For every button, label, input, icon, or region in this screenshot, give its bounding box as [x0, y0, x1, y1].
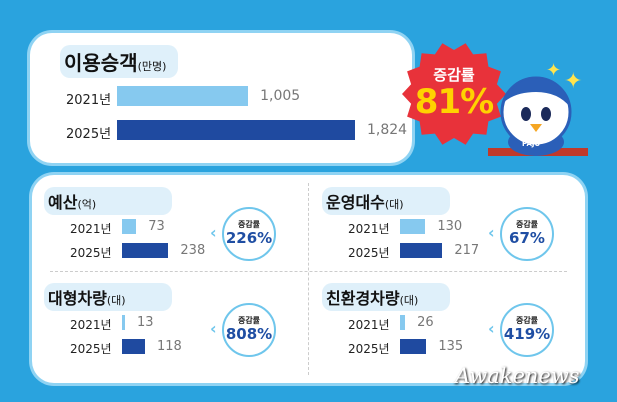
value-label: 1,005	[260, 88, 301, 104]
shirt-text: PAJU	[522, 140, 541, 148]
bar-0	[122, 315, 125, 330]
bar-1	[117, 120, 355, 140]
rate-value: 808%	[225, 325, 273, 343]
year-label: 2025년	[70, 342, 112, 356]
value-label: 1,824	[367, 122, 408, 138]
bar-1	[122, 243, 169, 258]
badge-value: 81%	[414, 82, 494, 122]
chevron-left-icon: ‹	[488, 223, 495, 242]
rate-label: 증감률	[237, 220, 261, 229]
bar-1	[122, 339, 145, 354]
title-text: 대형차량	[48, 289, 107, 308]
chevron-left-icon: ‹	[210, 319, 217, 338]
passengers-title: 이용승객(만명)	[60, 45, 179, 78]
stats-card: 예산(억) 2021년 73 2025년 238 ‹ 증감률 226% 운영대수(대) 2021년…	[32, 175, 585, 383]
unit-text: (억)	[77, 198, 97, 211]
rate-label: 증감률	[515, 220, 539, 229]
year-label: 2021년	[348, 222, 390, 236]
rate-value: 419%	[503, 325, 551, 343]
value-label: 13	[137, 315, 154, 330]
rate-label: 증감률	[237, 316, 261, 325]
sparkle-icon: ✦	[546, 62, 561, 81]
badge-label: 증감률	[433, 66, 475, 84]
rate-label: 증감률	[515, 316, 539, 325]
increase-rate-circle: 증감률 226%	[222, 207, 276, 261]
year-label: 2025년	[66, 127, 112, 142]
title-text: 친환경차량	[326, 289, 400, 308]
bar-1	[400, 339, 427, 354]
bar-0	[400, 219, 426, 234]
passengers-card: 이용승객(만명) 2021년 1,005 2025년 1,824	[30, 33, 412, 163]
year-label: 2025년	[70, 246, 112, 260]
value-label: 238	[180, 243, 206, 258]
unit-text: (만명)	[137, 60, 167, 73]
title-text: 운영대수	[326, 193, 385, 212]
badge-shape-icon	[402, 43, 506, 145]
value-label: 118	[157, 339, 182, 354]
unit-text: (대)	[399, 294, 419, 307]
panel-title: 운영대수(대)	[322, 187, 450, 215]
value-label: 73	[148, 219, 165, 234]
bar-0	[117, 86, 249, 106]
divider	[308, 183, 309, 375]
value-label: 130	[437, 219, 463, 234]
increase-rate-circle: 증감률 67%	[500, 207, 554, 261]
unit-text: (대)	[106, 294, 126, 307]
panel-title: 대형차량(대)	[44, 283, 172, 311]
bar-0	[122, 219, 137, 234]
year-label: 2025년	[348, 246, 390, 260]
divider	[50, 271, 567, 272]
value-label: 217	[454, 243, 480, 258]
increase-rate-badge: 증감률 81%	[402, 42, 506, 146]
increase-rate-circle: 증감률 419%	[500, 303, 554, 357]
year-label: 2021년	[66, 93, 112, 108]
value-label: 135	[438, 339, 464, 354]
title-text: 예산	[48, 193, 78, 212]
title-text: 이용승객	[64, 51, 138, 75]
bar-0	[400, 315, 406, 330]
unit-text: (대)	[384, 198, 404, 211]
increase-rate-circle: 증감률 808%	[222, 303, 276, 357]
panel-title: 친환경차량(대)	[322, 283, 450, 311]
year-label: 2021년	[348, 318, 390, 332]
year-label: 2021년	[70, 318, 112, 332]
rate-value: 226%	[225, 229, 273, 247]
watermark: Awakenews	[455, 364, 580, 388]
chevron-left-icon: ‹	[210, 223, 217, 242]
chevron-left-icon: ‹	[488, 319, 495, 338]
rate-value: 67%	[509, 229, 545, 247]
sparkle-icon: ✦	[564, 69, 582, 94]
value-label: 26	[417, 315, 434, 330]
bar-1	[400, 243, 443, 258]
year-label: 2021년	[70, 222, 112, 236]
year-label: 2025년	[348, 342, 390, 356]
mascot-illustration: ✦ ✦ PAJU	[488, 60, 598, 166]
panel-title: 예산(억)	[44, 187, 172, 215]
